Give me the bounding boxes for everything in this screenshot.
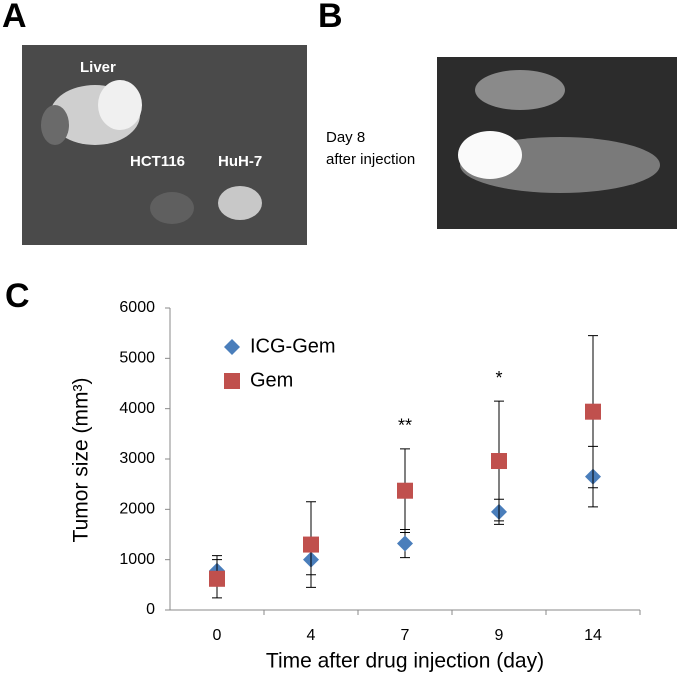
y-tick-label: 1000 xyxy=(119,551,155,568)
image-label: HCT116 xyxy=(130,153,185,170)
panel-label: B xyxy=(318,0,343,35)
y-tick-label: 3000 xyxy=(119,450,155,467)
x-tick-label: 7 xyxy=(401,627,410,644)
panel-label: A xyxy=(2,0,27,35)
data-point xyxy=(585,403,601,420)
x-tick-label: 4 xyxy=(307,627,316,644)
data-point xyxy=(491,453,507,470)
x-tick-label: 14 xyxy=(584,627,602,644)
x-tick-label: 0 xyxy=(213,627,222,644)
data-point xyxy=(224,339,240,355)
image-b xyxy=(437,57,677,229)
caption: after injection xyxy=(326,151,415,168)
annotation: * xyxy=(495,368,502,388)
legend-label: Gem xyxy=(250,369,293,391)
y-tick-label: 0 xyxy=(146,601,155,618)
legend-label: ICG-Gem xyxy=(250,335,336,357)
caption: Day 8 xyxy=(326,129,365,146)
y-tick-label: 2000 xyxy=(119,501,155,518)
data-point xyxy=(397,482,413,499)
data-point xyxy=(209,570,225,587)
y-tick-label: 6000 xyxy=(119,299,155,316)
data-point xyxy=(397,535,413,552)
x-tick-label: 9 xyxy=(495,627,504,644)
image-label: Liver xyxy=(80,59,116,76)
annotation: ** xyxy=(398,416,412,436)
data-point xyxy=(303,536,319,553)
y-axis-label: Tumor size (mm³) xyxy=(70,378,93,543)
image-label: HuH-7 xyxy=(218,153,262,170)
x-axis-label: Time after drug injection (day) xyxy=(266,650,544,673)
panel-label: C xyxy=(5,277,30,315)
y-tick-label: 5000 xyxy=(119,350,155,367)
data-point xyxy=(224,373,240,389)
y-tick-label: 4000 xyxy=(119,400,155,417)
image-a xyxy=(22,45,307,245)
